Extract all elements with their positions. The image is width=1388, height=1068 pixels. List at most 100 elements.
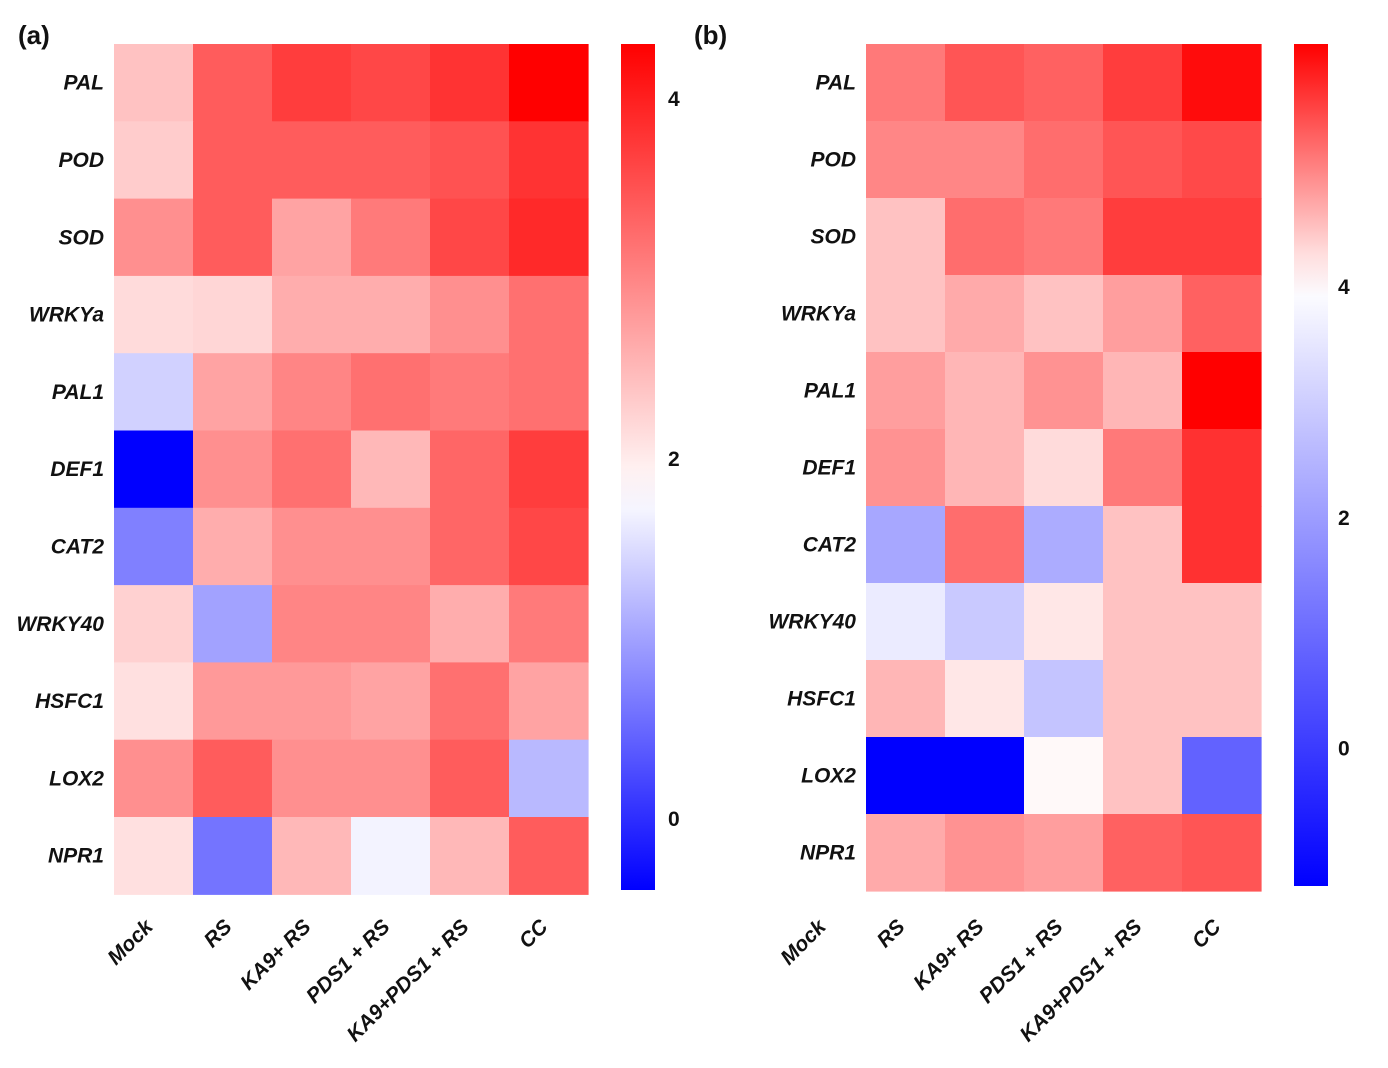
heatmap-cell	[272, 507, 352, 586]
heatmap-cell	[114, 507, 194, 586]
heatmap-cell	[866, 660, 946, 738]
heatmap-cell	[866, 198, 946, 276]
heatmap-cell	[430, 275, 510, 354]
heatmap-cell	[193, 198, 273, 277]
heatmap-cell	[1182, 121, 1262, 199]
heatmap-cell	[1182, 429, 1262, 507]
heatmap-cell	[430, 44, 510, 122]
column-label-cc: CC	[515, 915, 553, 953]
heatmap-cell	[945, 352, 1025, 430]
heatmap-cell	[866, 429, 946, 507]
heatmap-cell	[114, 44, 194, 122]
row-label-wrkya: WRKYa	[781, 303, 856, 326]
heatmap-cell	[272, 44, 352, 122]
heatmap-cell	[866, 352, 946, 430]
panel-label-a: (a)	[18, 20, 50, 50]
heatmap-cell	[509, 44, 589, 122]
heatmap-cell	[509, 430, 589, 509]
heatmap-cell	[945, 814, 1025, 892]
heatmap-cell	[193, 353, 273, 432]
heatmap-cell	[1182, 506, 1262, 584]
heatmap-cell	[114, 198, 194, 277]
heatmap-cell	[430, 198, 510, 277]
row-label-def1: DEF1	[802, 457, 856, 480]
heatmap-cell	[351, 353, 431, 432]
heatmap-cell	[866, 44, 946, 122]
colorbar-tick-label: 2	[1338, 507, 1350, 530]
row-label-pod: POD	[810, 149, 856, 172]
colorbar-b	[1294, 44, 1328, 886]
heatmap-panel-a: (a) PAL POD SOD WRKYa PAL1 DEF1 CAT2 WRKY40 HSFC1…	[16, 20, 680, 1046]
heatmap-cell	[272, 430, 352, 509]
colorbar-tick-label: 4	[668, 88, 680, 111]
column-label-mock: Mock	[103, 914, 158, 969]
heatmap-cell	[945, 198, 1025, 276]
row-label-lox2: LOX2	[49, 767, 104, 790]
heatmap-cell	[351, 44, 431, 122]
heatmap-cell	[272, 662, 352, 741]
row-label-cat2: CAT2	[51, 535, 105, 558]
heatmap-cell	[193, 121, 273, 200]
column-label-rs: RS	[200, 915, 237, 952]
colorbar-a	[621, 44, 655, 890]
heatmap-cell	[866, 121, 946, 199]
column-label-mock: Mock	[776, 914, 831, 969]
row-label-pal: PAL	[816, 72, 856, 95]
row-label-sod: SOD	[58, 226, 104, 249]
row-label-lox2: LOX2	[801, 765, 856, 788]
heatmap-cell	[272, 739, 352, 818]
heatmap-cell	[430, 430, 510, 509]
heatmap-cell	[945, 660, 1025, 738]
heatmap-cell	[1182, 275, 1262, 353]
heatmap-cell	[351, 662, 431, 741]
heatmap-cell	[1103, 814, 1183, 892]
heatmap-cell	[1103, 429, 1183, 507]
heatmap-cell	[1182, 44, 1262, 122]
heatmap-cell	[351, 585, 431, 663]
heatmap-cell	[1024, 660, 1104, 738]
column-label-rs: RS	[873, 915, 910, 952]
heatmap-cell	[945, 506, 1025, 584]
heatmap-cell	[114, 817, 194, 895]
heatmap-cell	[866, 275, 946, 353]
column-label-ka9-rs: KA9+ RS	[909, 915, 988, 994]
heatmap-cell	[1024, 583, 1104, 661]
heatmap-cell	[272, 585, 352, 663]
heatmap-cell	[1103, 352, 1183, 430]
heatmap-cell	[509, 739, 589, 818]
heatmap-cell	[509, 353, 589, 432]
heatmap-cell	[1182, 198, 1262, 276]
heatmap-cell	[351, 739, 431, 818]
heatmap-cell	[1024, 506, 1104, 584]
row-label-wrkya: WRKYa	[29, 304, 104, 327]
heatmap-cell	[193, 585, 273, 663]
column-label-ka9-rs: KA9+ RS	[236, 915, 315, 994]
heatmap-cell	[430, 585, 510, 663]
heatmap-cell	[1103, 583, 1183, 661]
heatmap-cell	[866, 583, 946, 661]
heatmap-cell	[1103, 275, 1183, 353]
heatmap-cell	[1103, 506, 1183, 584]
heatmap-cell	[272, 275, 352, 354]
row-label-wrky40: WRKY40	[768, 611, 856, 634]
heatmap-cell	[351, 275, 431, 354]
heatmap-cell	[1024, 275, 1104, 353]
heatmap-cell	[1103, 198, 1183, 276]
heatmap-cell	[272, 121, 352, 200]
heatmap-cell	[945, 737, 1025, 815]
heatmap-cell	[193, 507, 273, 586]
row-label-npr1: NPR1	[48, 845, 104, 868]
heatmap-cell	[509, 198, 589, 277]
heatmap-cell	[509, 662, 589, 741]
heatmap-cell	[430, 817, 510, 895]
heatmap-cell	[351, 198, 431, 277]
heatmap-cell	[866, 506, 946, 584]
heatmap-cell	[193, 662, 273, 741]
heatmap-cell	[1024, 814, 1104, 892]
heatmap-cell	[114, 275, 194, 354]
row-label-npr1: NPR1	[800, 842, 856, 865]
heatmap-cell	[430, 739, 510, 818]
row-label-cat2: CAT2	[803, 534, 857, 557]
heatmap-cell	[193, 44, 273, 122]
